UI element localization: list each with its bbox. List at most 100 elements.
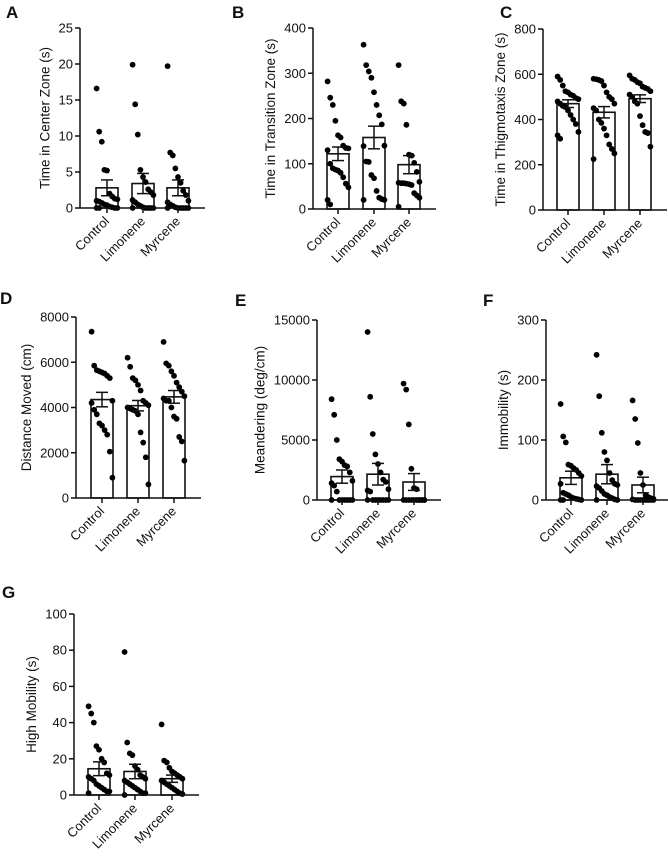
data-point — [344, 463, 351, 470]
data-point — [598, 78, 605, 84]
data-point — [560, 433, 567, 440]
data-point — [109, 397, 116, 404]
data-point — [572, 121, 579, 127]
y-tick-label: 20 — [53, 751, 67, 766]
data-point — [372, 451, 379, 458]
data-point — [634, 440, 641, 446]
error-bar — [96, 391, 108, 408]
data-point — [403, 121, 410, 128]
data-point — [129, 752, 136, 759]
data-point — [365, 159, 372, 165]
data-point — [172, 165, 179, 172]
y-tick-label: 0 — [60, 788, 67, 803]
data-point — [632, 416, 639, 422]
error-bar — [598, 105, 610, 119]
y-tick-label: 6000 — [40, 355, 69, 370]
y-tick-label: 0 — [299, 202, 306, 217]
data-point — [327, 201, 334, 208]
error-bar — [336, 469, 348, 484]
data-point — [360, 197, 367, 203]
y-axis-title: Time in Center Zone (s) — [37, 47, 52, 189]
data-point — [345, 145, 352, 152]
data-point — [567, 112, 574, 118]
data-point — [332, 117, 339, 124]
data-point — [124, 739, 131, 746]
y-tick-label: 200 — [284, 111, 306, 126]
y-tick-label: 8000 — [40, 310, 69, 325]
panel-letter: C — [500, 3, 512, 22]
y-tick-label: 40 — [53, 715, 67, 730]
y-tick-label: 600 — [514, 67, 536, 82]
data-point — [163, 759, 170, 766]
data-point — [145, 402, 152, 409]
data-point — [109, 474, 116, 481]
data-point — [400, 380, 407, 387]
panel-c: C 0 200 400 600 800 Time in Thigmotaxis Zone (… — [493, 3, 667, 267]
data-point — [575, 96, 582, 103]
data-point — [400, 100, 407, 107]
y-tick-label: 800 — [514, 22, 536, 37]
data-point — [603, 132, 610, 139]
y-axis-title: Distance Moved (cm) — [19, 344, 34, 472]
data-point — [88, 328, 95, 335]
error-bar — [562, 99, 574, 109]
data-point — [644, 130, 651, 136]
y-tick-label: 0 — [66, 201, 73, 216]
y-tick-label: 60 — [53, 679, 67, 694]
panel-letter: E — [235, 291, 246, 310]
data-point — [93, 411, 100, 418]
y-tick-label: 25 — [59, 21, 73, 36]
data-point — [337, 134, 344, 141]
data-point — [106, 375, 113, 381]
error-bar — [93, 761, 105, 777]
data-point — [98, 138, 105, 145]
data-point — [137, 166, 144, 173]
error-bar — [403, 154, 415, 175]
panel-letter: D — [0, 289, 12, 308]
data-point — [570, 116, 577, 123]
y-tick-label: 15 — [59, 93, 73, 108]
data-point — [160, 338, 167, 345]
data-point — [85, 703, 92, 710]
data-point — [331, 482, 338, 489]
data-point — [106, 448, 113, 455]
category-label-myrcene: Myrcene — [602, 506, 648, 552]
data-point — [368, 74, 375, 81]
data-point — [142, 454, 149, 461]
data-point — [324, 197, 331, 203]
error-bar — [601, 463, 613, 485]
y-tick-label: 2000 — [40, 445, 69, 460]
data-point — [365, 68, 372, 75]
data-point — [598, 119, 605, 126]
y-tick-label: 200 — [517, 373, 539, 388]
data-point — [360, 143, 367, 150]
data-points-myrcene — [164, 63, 192, 211]
data-point — [614, 482, 621, 488]
panel-letter: B — [232, 3, 244, 22]
data-point — [371, 175, 377, 182]
data-point — [596, 393, 603, 400]
data-point — [369, 431, 376, 437]
category-label-myrcene: Myrcene — [373, 506, 419, 552]
y-tick-label: 100 — [45, 607, 67, 622]
data-points-control — [88, 328, 116, 481]
category-label-myrcene: Myrcene — [133, 504, 179, 550]
data-point — [611, 150, 618, 157]
y-tick-label: 400 — [514, 112, 536, 127]
error-bar — [137, 172, 149, 195]
error-bar — [372, 462, 384, 486]
data-point — [373, 102, 380, 108]
data-point — [132, 377, 139, 384]
data-point — [364, 329, 371, 335]
data-point — [557, 480, 564, 487]
data-point — [175, 174, 181, 180]
y-tick-label: 0 — [529, 203, 536, 218]
data-point — [601, 125, 607, 132]
data-point — [349, 477, 356, 484]
error-bar — [129, 763, 141, 780]
data-point — [129, 61, 136, 68]
